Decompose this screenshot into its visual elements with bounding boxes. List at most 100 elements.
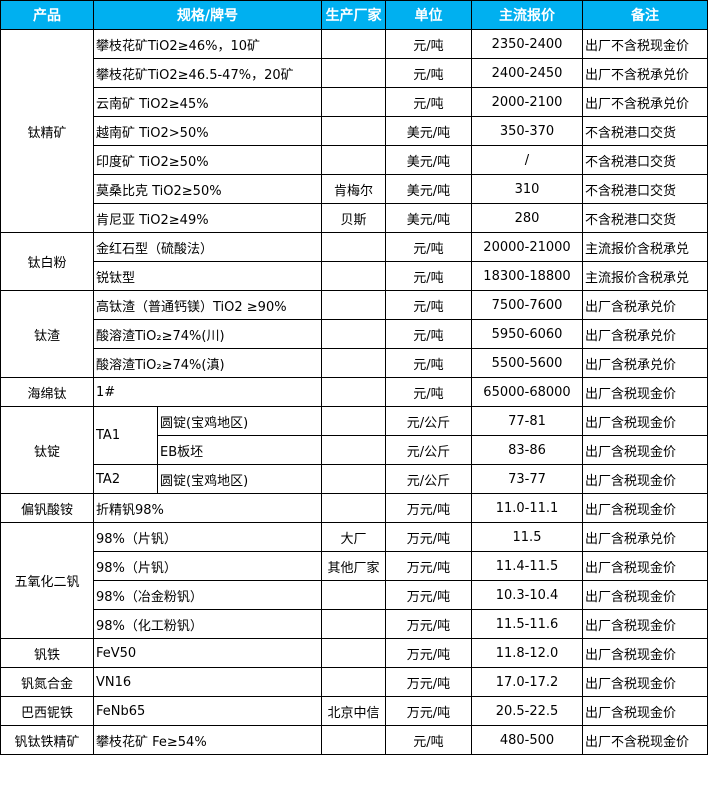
price-cell: 20000-21000 [471, 232, 583, 262]
unit-cell: 万元/吨 [385, 667, 472, 697]
note-cell: 出厂含税现金价 [582, 580, 708, 610]
table-row: 98%（冶金粉钒） 万元/吨 10.3-10.4 出厂含税现金价 [1, 580, 708, 610]
maker-cell [321, 406, 386, 436]
spec-cell: 莫桑比克 TiO2≥50% [93, 174, 322, 204]
spec-cell: VN16 [93, 667, 322, 697]
spec-cell: 98%（冶金粉钒） [93, 580, 322, 610]
product-cell: 偏钒酸铵 [0, 493, 94, 523]
product-cell: 钒钛铁精矿 [0, 725, 94, 755]
note-cell: 出厂含税现金价 [582, 406, 708, 436]
maker-cell [321, 580, 386, 610]
grade-cell: TA2 [93, 464, 158, 494]
price-cell: 11.5-11.6 [471, 609, 583, 639]
unit-cell: 万元/吨 [385, 522, 472, 552]
form-cell: 圆锭(宝鸡地区) [157, 464, 322, 494]
product-cell: 钒铁 [0, 638, 94, 668]
spec-cell: 攀枝花矿TiO2≥46.5-47%，20矿 [93, 58, 322, 88]
unit-cell: 万元/吨 [385, 638, 472, 668]
form-cell: EB板坯 [157, 435, 322, 465]
spec-cell: FeNb65 [93, 696, 322, 726]
note-cell: 出厂含税承兑价 [582, 319, 708, 349]
unit-cell: 元/吨 [385, 725, 472, 755]
form-cell: 圆锭(宝鸡地区) [157, 406, 322, 436]
unit-cell: 美元/吨 [385, 203, 472, 233]
price-cell: 11.5 [471, 522, 583, 552]
table-row: 钒钛铁精矿 攀枝花矿 Fe≥54% 元/吨 480-500 出厂不含税现金价 [0, 725, 708, 755]
maker-cell [321, 319, 386, 349]
header-note: 备注 [582, 0, 708, 30]
maker-cell [321, 348, 386, 378]
note-cell: 不含税港口交货 [582, 145, 708, 175]
unit-cell: 元/吨 [385, 348, 472, 378]
unit-cell: 美元/吨 [385, 174, 472, 204]
spec-cell: 98%（片钒） [93, 522, 322, 552]
note-cell: 出厂不含税承兑价 [582, 87, 708, 117]
unit-cell: 万元/吨 [385, 609, 472, 639]
table-row: 印度矿 TiO2≥50% 美元/吨 / 不含税港口交货 [1, 145, 708, 175]
note-cell: 出厂含税现金价 [582, 464, 708, 494]
table-row: 攀枝花矿TiO2≥46.5-47%，20矿 元/吨 2400-2450 出厂不含税承兑… [1, 58, 708, 88]
price-cell: 11.0-11.1 [471, 493, 583, 523]
table-row: 98%（片钒） 其他厂家 万元/吨 11.4-11.5 出厂含税现金价 [1, 551, 708, 581]
product-cell: 钛精矿 [0, 29, 94, 233]
table-row: 钛白粉 金红石型（硫酸法） 元/吨 20000-21000 主流报价含税承兑 [0, 232, 708, 291]
unit-cell: 万元/吨 [385, 696, 472, 726]
table-row: 酸溶渣TiO₂≥74%(川) 元/吨 5950-6060 出厂含税承兑价 [1, 319, 708, 349]
spec-cell: 攀枝花矿TiO2≥46%，10矿 [93, 29, 322, 59]
spec-cell: 酸溶渣TiO₂≥74%(滇) [93, 348, 322, 378]
table-row: 锐钛型 元/吨 18300-18800 主流报价含税承兑 [1, 261, 708, 291]
maker-cell [321, 725, 386, 755]
product-cell: 钛白粉 [0, 232, 94, 291]
price-cell: 65000-68000 [471, 377, 583, 407]
note-cell: 主流报价含税承兑 [582, 261, 708, 291]
unit-cell: 元/吨 [385, 261, 472, 291]
unit-cell: 元/吨 [385, 290, 472, 320]
maker-cell: 大厂 [321, 522, 386, 552]
note-cell: 出厂含税现金价 [582, 377, 708, 407]
price-cell: 280 [471, 203, 583, 233]
price-cell: 11.4-11.5 [471, 551, 583, 581]
maker-cell [321, 377, 386, 407]
price-cell: 77-81 [471, 406, 583, 436]
note-cell: 出厂含税现金价 [582, 667, 708, 697]
maker-cell: 北京中信 [321, 696, 386, 726]
header-unit: 单位 [385, 0, 472, 30]
table-row: TA2 圆锭(宝鸡地区) 元/公斤 73-77 出厂含税现金价 [1, 464, 708, 494]
maker-cell [321, 29, 386, 59]
note-cell: 出厂含税现金价 [582, 696, 708, 726]
spec-cell: 越南矿 TiO2>50% [93, 116, 322, 146]
table-row: 巴西铌铁 FeNb65 北京中信 万元/吨 20.5-22.5 出厂含税现金价 [0, 696, 708, 726]
price-cell: 7500-7600 [471, 290, 583, 320]
note-cell: 出厂不含税承兑价 [582, 58, 708, 88]
note-cell: 出厂不含税现金价 [582, 29, 708, 59]
spec-cell: 云南矿 TiO2≥45% [93, 87, 322, 117]
unit-cell: 万元/吨 [385, 551, 472, 581]
spec-cell: 折精钒98% [93, 493, 322, 523]
product-cell: 钒氮合金 [0, 667, 94, 697]
table-row: 肯尼亚 TiO2≥49% 贝斯 美元/吨 280 不含税港口交货 [1, 203, 708, 233]
note-cell: 出厂含税现金价 [582, 551, 708, 581]
maker-cell [321, 87, 386, 117]
spec-cell: 金红石型（硫酸法） [93, 232, 322, 262]
maker-cell [321, 435, 386, 465]
table-row: 莫桑比克 TiO2≥50% 肯梅尔 美元/吨 310 不含税港口交货 [1, 174, 708, 204]
note-cell: 不含税港口交货 [582, 203, 708, 233]
note-cell: 出厂含税现金价 [582, 493, 708, 523]
header-product: 产品 [0, 0, 94, 30]
maker-cell [321, 493, 386, 523]
price-cell: 310 [471, 174, 583, 204]
maker-cell [321, 116, 386, 146]
table-row: 钒铁 FeV50 万元/吨 11.8-12.0 出厂含税现金价 [0, 638, 708, 668]
header-row: 产品 规格/牌号 生产厂家 单位 主流报价 备注 [0, 0, 708, 30]
price-cell: / [471, 145, 583, 175]
price-cell: 83-86 [471, 435, 583, 465]
table-row: 云南矿 TiO2≥45% 元/吨 2000-2100 出厂不含税承兑价 [1, 87, 708, 117]
spec-cell: 98%（化工粉钒） [93, 609, 322, 639]
note-cell: 出厂含税现金价 [582, 638, 708, 668]
unit-cell: 美元/吨 [385, 116, 472, 146]
table-row: 钛锭 TA1 圆锭(宝鸡地区) 元/公斤 77-81 出厂含税现金价 [0, 406, 708, 494]
maker-cell [321, 145, 386, 175]
maker-cell [321, 464, 386, 494]
maker-cell: 贝斯 [321, 203, 386, 233]
note-cell: 出厂含税承兑价 [582, 290, 708, 320]
